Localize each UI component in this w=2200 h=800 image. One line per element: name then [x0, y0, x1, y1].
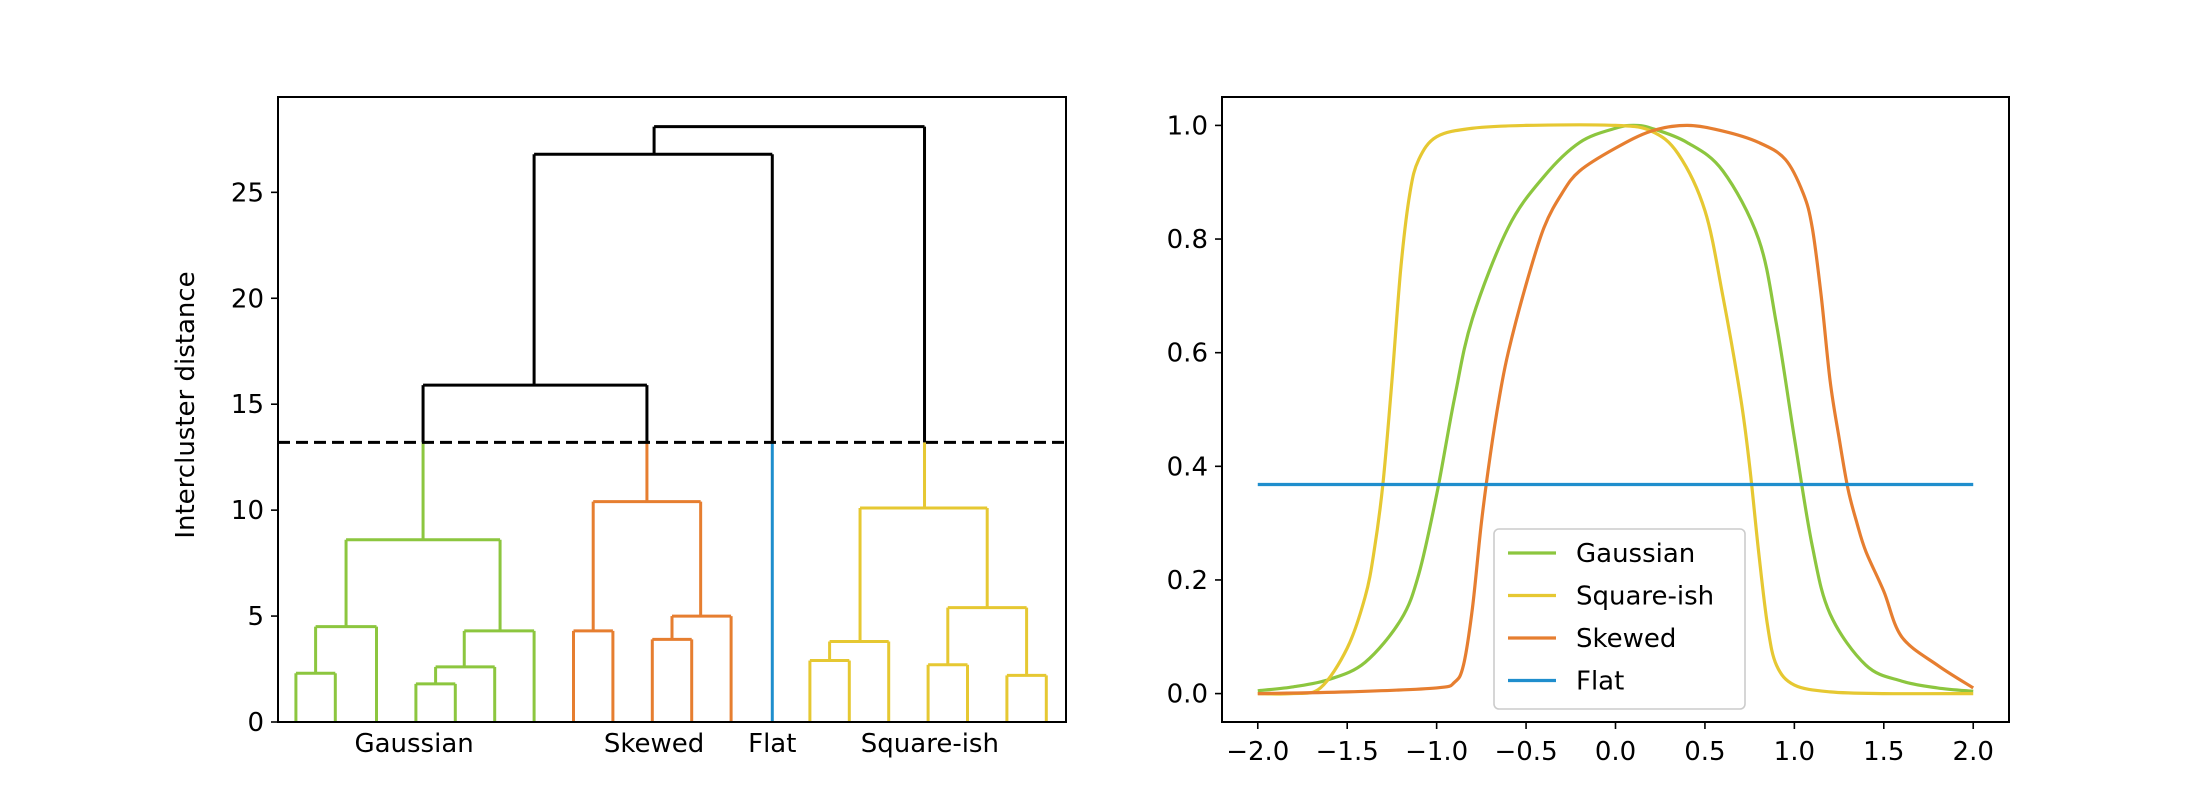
y-tick-label: 10: [231, 496, 264, 526]
leaf-group-label: Flat: [748, 729, 796, 759]
y-tick-label: 0.4: [1167, 452, 1208, 482]
y-tick-label: 15: [231, 390, 264, 420]
legend-box: [1493, 528, 1746, 710]
legend-label: Flat: [1576, 667, 1624, 697]
leaf-group-label: Gaussian: [354, 729, 473, 759]
y-tick-label: 0: [247, 708, 264, 738]
x-tick-label: −0.5: [1494, 737, 1557, 767]
y-tick-label: 0.8: [1167, 225, 1208, 255]
y-tick-label: 5: [247, 602, 264, 632]
legend-item: Gaussian: [1508, 539, 1695, 569]
y-tick-label: 0.6: [1167, 339, 1208, 369]
legend-item: Square-ish: [1508, 582, 1714, 612]
y-tick-label: 1.0: [1167, 111, 1208, 141]
leaf-group-label: Square-ish: [861, 729, 999, 759]
plot-frame: [1221, 96, 2010, 723]
series-line: [1257, 123, 1975, 696]
leaf-group-labels: Gaussian Skewed Flat Square-ish: [354, 729, 999, 759]
y-tick-label: 20: [231, 284, 264, 314]
x-tick-label: 1.5: [1863, 737, 1904, 767]
y-tick-label: 0.2: [1167, 566, 1208, 596]
x-tick-label: 0.5: [1684, 737, 1725, 767]
y-ticks: 0 5 10 15 20 25: [231, 178, 278, 738]
plot-frame: [277, 96, 1067, 723]
legend: Gaussian Square-ish Skewed Flat: [1493, 528, 1746, 710]
dendrogram-link: [652, 125, 927, 509]
x-tick-label: −1.0: [1405, 737, 1468, 767]
x-tick-label: 0.0: [1595, 737, 1636, 767]
x-tick-label: −1.5: [1316, 737, 1379, 767]
legend-item: Flat: [1508, 667, 1624, 697]
legend-label: Skewed: [1576, 624, 1676, 654]
x-tick-label: 1.0: [1774, 737, 1815, 767]
dendrogram-panel: Intercluster distance 0 5 10 15 20 25 Gaussia…: [171, 96, 1067, 759]
legend-label: Square-ish: [1576, 582, 1714, 612]
y-axis-label: Intercluster distance: [171, 271, 201, 538]
legend-label: Gaussian: [1576, 539, 1695, 569]
series-lines: [1257, 123, 1975, 696]
dendrogram-links: [294, 125, 1048, 722]
series-line: [1257, 123, 1974, 696]
line-panel: 0.00.20.40.60.81.0 −2.0 −1.5 −1.0 −0.5 0.0 0.…: [1167, 96, 2010, 767]
legend-item: Skewed: [1508, 624, 1676, 654]
y-tick-label: 0.0: [1167, 680, 1208, 710]
x-tick-label: −2.0: [1226, 737, 1289, 767]
x-tick-label: 2.0: [1953, 737, 1994, 767]
y-ticks: 0.0 0.2 0.4 0.6 0.8 1.0: [1167, 111, 1222, 710]
x-ticks: −2.0 −1.5 −1.0 −0.5 0.0 0.5 1.0 1.5 2.0: [1226, 722, 1994, 767]
leaf-group-label: Skewed: [604, 729, 704, 759]
y-tick-label: 25: [231, 178, 264, 208]
